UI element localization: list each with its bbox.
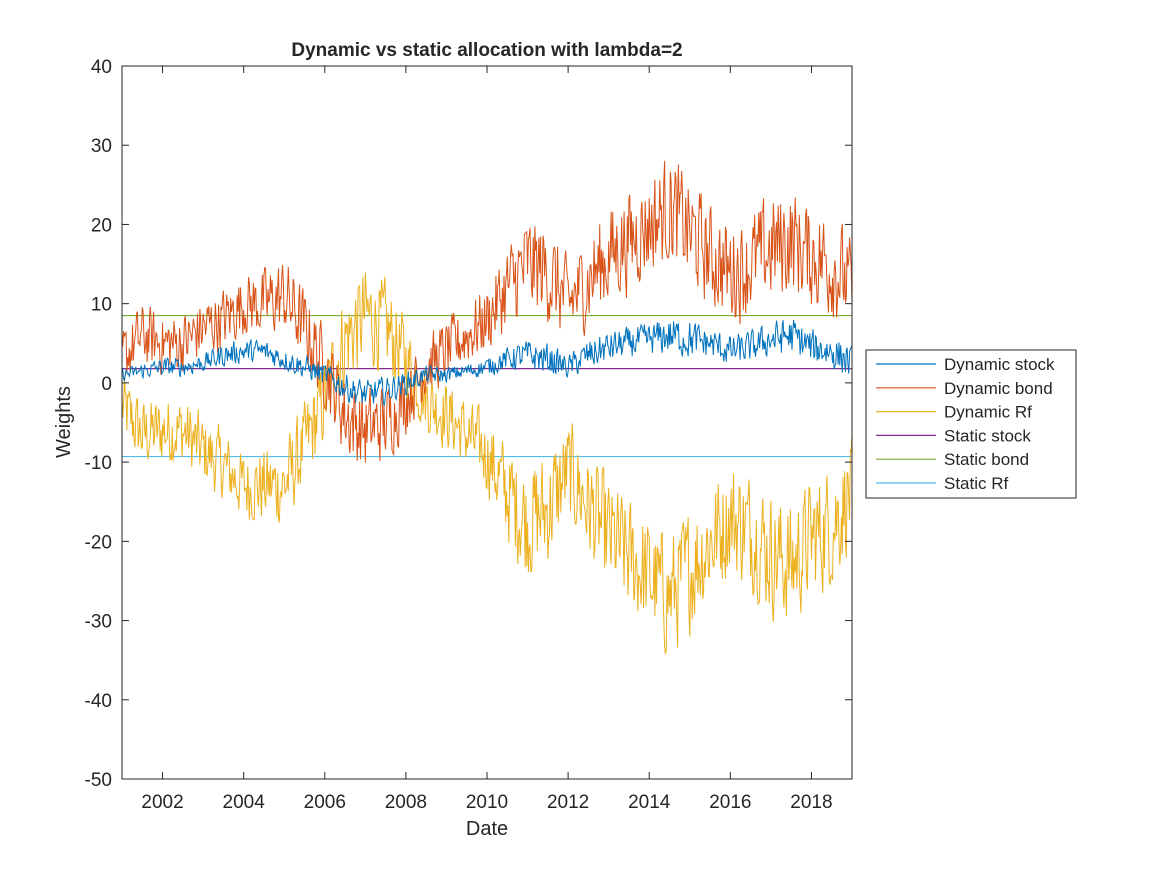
x-tick-label: 2012 (547, 792, 589, 813)
y-axis-label: Weights (53, 386, 75, 458)
x-tick-label: 2014 (628, 792, 671, 813)
x-axis: 2002 2004 2006 2008 2010 2012 2014 2016 2018 (141, 66, 833, 813)
y-tick-label: 20 (91, 215, 112, 236)
y-tick-label: -20 (85, 532, 112, 553)
y-tick-label: 10 (91, 295, 112, 316)
legend-label-static-stock: Static stock (944, 426, 1031, 445)
y-tick-label: -50 (85, 770, 112, 791)
legend-label-static-rf: Static Rf (944, 474, 1009, 493)
y-axis: 40 30 20 10 0 -10 -20 -30 -40 -50 (85, 57, 852, 791)
series-line-dynamic-rf (122, 272, 852, 654)
series-line-dynamic-stock (122, 319, 852, 407)
legend: Dynamic stock Dynamic bond Dynamic Rf Stati… (865, 349, 1077, 499)
y-tick-label: 0 (101, 374, 112, 395)
x-tick-label: 2010 (466, 792, 508, 813)
y-tick-label: 40 (91, 57, 112, 78)
y-tick-label: -30 (85, 612, 112, 633)
series-layer (122, 160, 852, 654)
x-tick-label: 2008 (385, 792, 427, 813)
x-tick-label: 2016 (709, 792, 751, 813)
y-tick-label: -40 (85, 691, 112, 712)
chart-title: Dynamic vs static allocation with lambda… (291, 40, 682, 61)
x-axis-label: Date (466, 818, 508, 840)
x-tick-label: 2002 (141, 792, 183, 813)
y-tick-label: 30 (91, 136, 112, 157)
x-tick-label: 2006 (304, 792, 346, 813)
legend-label-dynamic-stock: Dynamic stock (944, 355, 1055, 374)
legend-label-dynamic-rf: Dynamic Rf (944, 403, 1032, 422)
legend-box (865, 349, 1077, 499)
y-tick-label: -10 (85, 453, 112, 474)
legend-label-dynamic-bond: Dynamic bond (944, 379, 1053, 398)
x-tick-label: 2004 (223, 792, 266, 813)
series-line-dynamic-bond (122, 160, 852, 463)
legend-label-static-bond: Static bond (944, 450, 1029, 469)
plot-background (122, 66, 852, 779)
x-tick-label: 2018 (790, 792, 832, 813)
